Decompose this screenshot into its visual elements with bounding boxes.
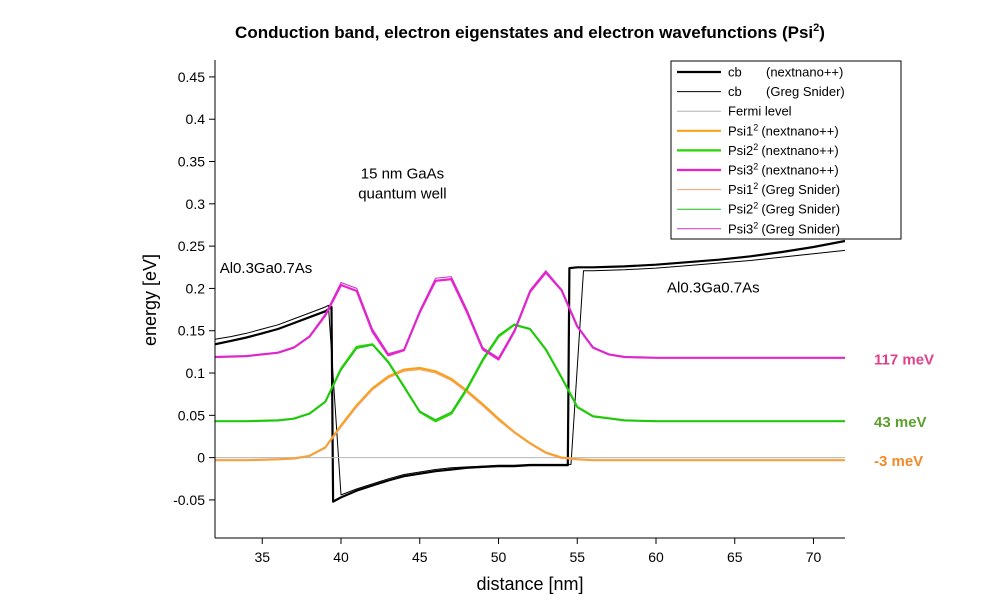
- series-line-7: [215, 323, 845, 422]
- legend-entry: Psi22 (nextnano++): [728, 142, 839, 158]
- series-line-6: [215, 369, 845, 461]
- y-tick-label: 0.25: [178, 238, 205, 254]
- annotation-barrier-left: Al0.3Ga0.7As: [220, 260, 313, 277]
- x-tick-label: 55: [569, 549, 585, 565]
- x-tick-label: 60: [648, 549, 664, 565]
- chart-title: Conduction band, electron eigenstates an…: [235, 22, 825, 42]
- series-line-0: [215, 239, 845, 503]
- legend-entry: Psi12 (Greg Snider): [728, 181, 840, 197]
- legend: cb (nextnano++) cb (Greg Snider) Fermi level…: [670, 60, 902, 240]
- annotation-well: quantum well: [358, 185, 446, 202]
- x-tick-label: 35: [254, 549, 270, 565]
- y-ticks: -0.05 0 0.05 0.1 0.15 0.2 0.25 0.3 0.35 0.4 0.45: [173, 69, 215, 508]
- y-tick-label: 0.35: [178, 154, 205, 170]
- legend-entry: cb (nextnano++): [728, 65, 843, 80]
- energy-level-label: -3 meV: [874, 453, 923, 470]
- annotation-well: 15 nm GaAs: [361, 165, 444, 182]
- legend-entry: Psi32 (Greg Snider): [728, 220, 840, 236]
- x-axis-title: distance [nm]: [476, 574, 583, 594]
- legend-entry: Psi12 (nextnano++): [728, 122, 839, 138]
- y-tick-label: 0.3: [186, 196, 206, 212]
- x-tick-label: 65: [727, 549, 743, 565]
- energy-level-label: 117 meV: [874, 352, 934, 369]
- y-tick-label: 0: [197, 450, 205, 466]
- y-tick-label: -0.05: [173, 492, 205, 508]
- y-axis-title: energy [eV]: [140, 254, 160, 346]
- legend-entry: Psi32 (nextnano++): [728, 162, 839, 178]
- legend-entry: cb (Greg Snider): [728, 84, 845, 99]
- x-tick-label: 70: [806, 549, 822, 565]
- legend-entry: Fermi level: [728, 104, 792, 119]
- level-labels: 117 meV 43 meV -3 meV: [874, 352, 934, 471]
- series-line-4: [215, 323, 845, 423]
- series-layer: [215, 239, 845, 503]
- y-tick-label: 0.45: [178, 69, 205, 85]
- axes: [214, 60, 845, 539]
- x-tick-label: 50: [491, 549, 507, 565]
- y-tick-label: 0.2: [186, 280, 206, 296]
- series-line-1: [215, 249, 845, 496]
- y-tick-label: 0.4: [186, 111, 206, 127]
- legend-entry: Psi22 (Greg Snider): [728, 201, 840, 217]
- energy-level-label: 43 meV: [874, 414, 927, 431]
- annotations: 15 nm GaAs quantum well Al0.3Ga0.7As Al0.3G…: [220, 165, 760, 296]
- y-tick-label: 0.1: [186, 365, 206, 381]
- x-tick-label: 45: [412, 549, 428, 565]
- annotation-barrier-right: Al0.3Ga0.7As: [667, 280, 760, 297]
- series-line-8: [215, 270, 845, 359]
- y-tick-label: 0.15: [178, 323, 205, 339]
- x-ticks: 35 40 45 50 55 60 65 70: [254, 538, 821, 565]
- y-tick-label: 0.05: [178, 407, 205, 423]
- x-tick-label: 40: [333, 549, 349, 565]
